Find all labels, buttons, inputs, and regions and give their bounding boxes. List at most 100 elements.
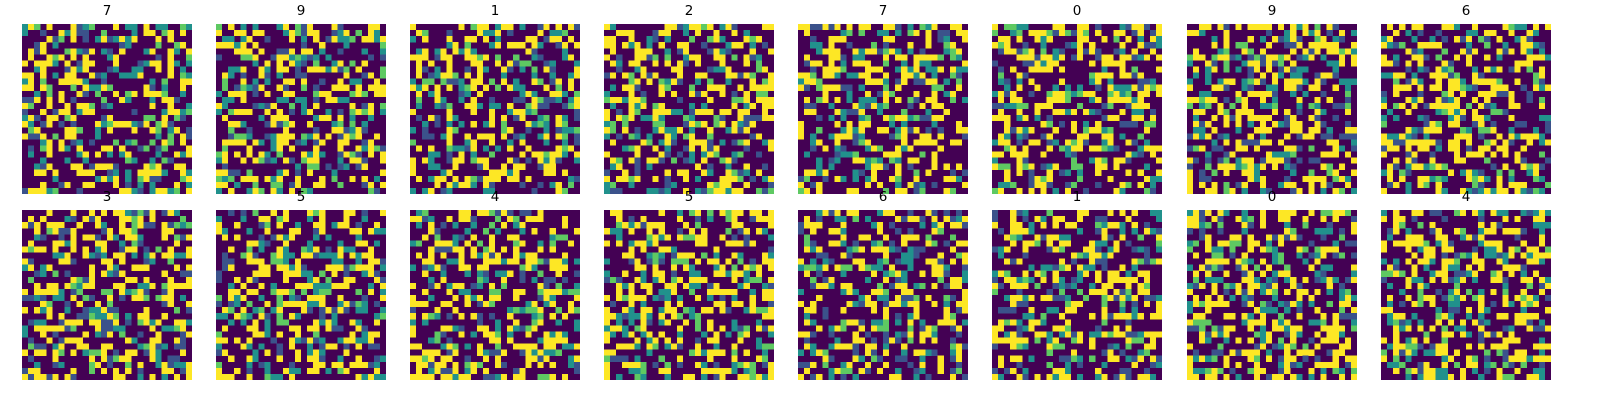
heatmap-cell — [416, 367, 423, 374]
heatmap-cell — [428, 349, 435, 356]
heatmap-cell — [46, 121, 53, 128]
heatmap-cell — [858, 258, 865, 265]
heatmap-cell — [507, 258, 514, 265]
heatmap-cell — [343, 276, 350, 283]
heatmap-cell — [573, 175, 580, 182]
heatmap-cell — [1247, 163, 1254, 170]
heatmap-cell — [1131, 72, 1138, 79]
heatmap-cell — [173, 163, 180, 170]
heatmap-cell — [889, 151, 896, 158]
heatmap-cell — [1205, 151, 1212, 158]
heatmap-cell — [216, 216, 223, 223]
heatmap-cell — [82, 246, 89, 253]
heatmap-cell — [695, 337, 702, 344]
heatmap-cell — [319, 295, 326, 302]
heatmap-cell — [555, 307, 562, 314]
heatmap-cell — [185, 145, 192, 152]
heatmap-cell — [58, 145, 65, 152]
heatmap-cell — [749, 115, 756, 122]
heatmap-cell — [282, 139, 289, 146]
heatmap-cell — [1472, 181, 1479, 188]
heatmap-cell — [70, 228, 77, 235]
heatmap-cell — [695, 30, 702, 37]
heatmap-cell — [379, 48, 386, 55]
heatmap-cell — [367, 331, 374, 338]
heatmap-cell — [416, 222, 423, 229]
heatmap-cell — [925, 234, 932, 241]
heatmap-cell — [828, 115, 835, 122]
heatmap-cell — [1526, 54, 1533, 61]
heatmap-cell — [313, 337, 320, 344]
heatmap-cell — [822, 210, 829, 217]
heatmap-cell — [549, 96, 556, 103]
heatmap-cell — [670, 133, 677, 140]
heatmap-cell — [1459, 133, 1467, 140]
heatmap-cell — [931, 270, 938, 277]
heatmap-cell — [179, 349, 186, 356]
heatmap-cell — [1459, 90, 1467, 97]
heatmap-cell — [961, 288, 968, 296]
heatmap-cell — [1149, 109, 1156, 116]
heatmap-cell — [1259, 60, 1266, 67]
heatmap-cell — [925, 96, 932, 103]
heatmap-cell — [495, 210, 502, 217]
heatmap-cell — [567, 301, 574, 308]
heatmap-cell — [907, 301, 914, 308]
heatmap-cell — [1399, 139, 1406, 146]
heatmap-cell — [1040, 30, 1047, 37]
heatmap-cell — [931, 222, 938, 229]
heatmap-cell — [676, 24, 683, 31]
heatmap-cell — [100, 240, 108, 247]
heatmap-cell — [307, 307, 314, 314]
heatmap-cell — [767, 264, 774, 271]
heatmap-cell — [94, 301, 101, 308]
heatmap-cell — [82, 151, 89, 158]
heatmap-cell — [876, 163, 884, 170]
heatmap-cell — [161, 169, 168, 176]
heatmap-cell — [725, 288, 732, 296]
heatmap-cell — [519, 181, 526, 188]
heatmap-cell — [743, 30, 750, 37]
heatmap-cell — [1472, 169, 1479, 176]
heatmap-cell — [1058, 96, 1065, 103]
heatmap-cell — [1058, 30, 1065, 37]
heatmap-cell — [634, 337, 641, 344]
heatmap-cell — [258, 222, 265, 229]
heatmap-cell — [379, 72, 386, 79]
heatmap-cell — [761, 78, 768, 85]
heatmap-cell — [1466, 187, 1473, 194]
heatmap-cell — [804, 60, 811, 67]
heatmap-cell — [325, 252, 332, 259]
heatmap-cell — [507, 169, 514, 176]
heatmap-cell — [258, 151, 265, 158]
heatmap-cell — [804, 270, 811, 277]
heatmap-cell — [622, 307, 629, 314]
heatmap-cell — [513, 288, 520, 296]
heatmap-cell — [452, 325, 459, 332]
heatmap-cell — [1532, 72, 1539, 79]
heatmap-cell — [1466, 127, 1473, 134]
heatmap-cell — [301, 36, 308, 43]
heatmap-cell — [1399, 175, 1406, 182]
heatmap-cell — [301, 252, 308, 259]
heatmap-cell — [458, 264, 465, 271]
heatmap-cell — [604, 337, 611, 344]
heatmap-cell — [864, 301, 871, 308]
heatmap-cell — [670, 282, 677, 289]
heatmap-cell — [125, 367, 132, 374]
heatmap-cell — [464, 42, 471, 49]
heatmap-cell — [294, 282, 302, 289]
heatmap-cell — [1187, 54, 1194, 61]
heatmap-cell — [1544, 139, 1551, 146]
heatmap-cell — [343, 72, 350, 79]
heatmap-cell — [1296, 78, 1303, 85]
heatmap-cell — [46, 210, 53, 217]
heatmap-cell — [519, 222, 526, 229]
heatmap-cell — [713, 252, 720, 259]
heatmap-cell — [525, 210, 532, 217]
heatmap-cell — [1149, 84, 1156, 91]
heatmap-cell — [1131, 121, 1138, 128]
heatmap-cell — [301, 337, 308, 344]
heatmap-cell — [1155, 84, 1162, 91]
heatmap-cell — [822, 84, 829, 91]
